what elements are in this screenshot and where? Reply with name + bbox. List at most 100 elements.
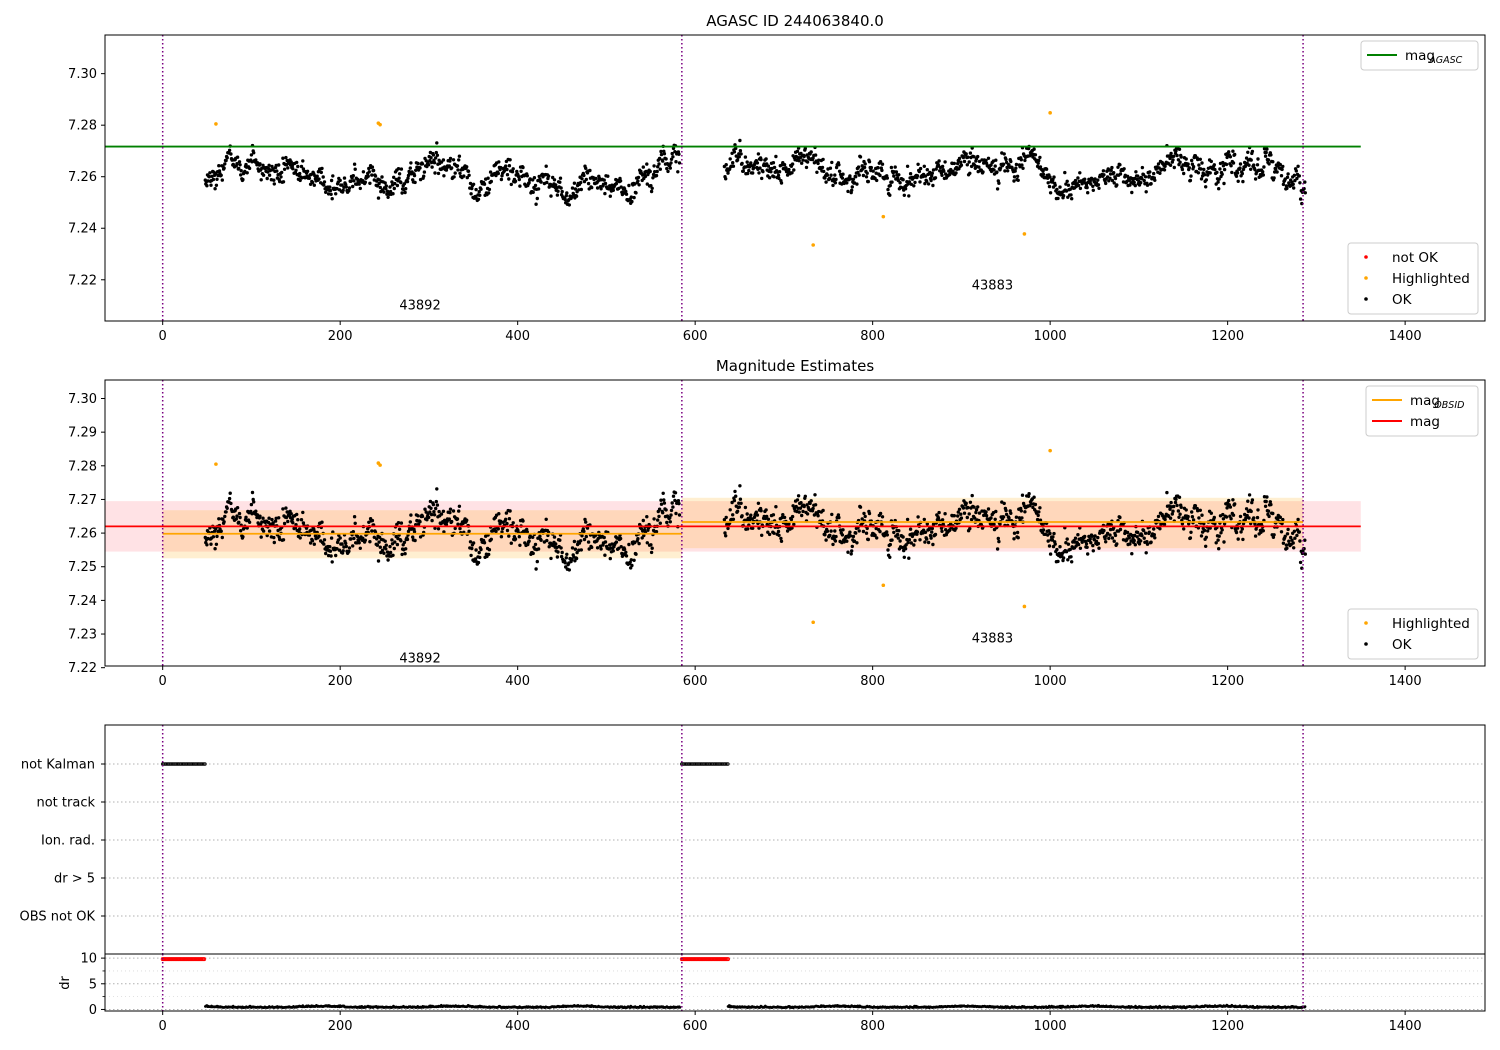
ok-point (1236, 537, 1240, 541)
ok-point (558, 176, 563, 180)
ok-point (573, 547, 578, 551)
ok-point (900, 545, 905, 550)
ok-point (627, 542, 631, 547)
flag-mark (203, 762, 207, 766)
y-tick-label: 7.28 (68, 459, 97, 474)
ok-point (738, 484, 742, 488)
ok-point (851, 177, 856, 181)
ok-point (796, 506, 800, 510)
ok-point (448, 159, 452, 163)
ok-point (295, 512, 299, 517)
ok-point (1196, 509, 1200, 513)
ok-point (669, 508, 674, 513)
ok-point (298, 536, 302, 540)
ok-point (796, 156, 800, 160)
ok-point (1263, 154, 1268, 158)
ok-point (371, 168, 376, 173)
ok-point (580, 177, 584, 181)
ok-point (274, 163, 278, 168)
ok-point (923, 540, 927, 544)
ok-point (1027, 492, 1031, 496)
ok-point (878, 529, 882, 534)
ok-point (1228, 155, 1233, 159)
ok-point (724, 515, 728, 520)
ok-point (969, 517, 974, 522)
ok-point (1298, 197, 1303, 201)
ok-point (577, 188, 581, 192)
ok-point (995, 547, 1000, 551)
ok-point (563, 561, 567, 565)
flag-mark (189, 762, 194, 766)
ok-point (934, 167, 938, 171)
ok-point (384, 543, 388, 547)
ok-point (802, 504, 806, 509)
ok-point (567, 568, 571, 572)
ok-point (1224, 515, 1229, 519)
ok-point (252, 500, 256, 504)
ok-point (925, 168, 929, 172)
ok-point (1298, 181, 1302, 185)
ok-point (671, 505, 675, 509)
ok-point (974, 508, 979, 512)
ok-point (824, 180, 828, 184)
ok-point (790, 514, 795, 519)
ok-point (1204, 178, 1209, 182)
ok-point (777, 176, 781, 181)
ok-point (452, 175, 456, 179)
ok-point (1019, 158, 1023, 162)
ok-point (656, 518, 660, 522)
ok-point (664, 157, 668, 161)
ok-point (234, 517, 238, 521)
ok-point (876, 166, 880, 170)
ok-point (326, 192, 331, 196)
ok-point (757, 171, 761, 175)
ok-point (746, 527, 750, 531)
ok-point (361, 536, 365, 540)
ok-point (527, 181, 531, 185)
ok-point (380, 175, 384, 179)
ok-point (850, 185, 854, 189)
ok-point (1291, 182, 1295, 186)
ok-point (1238, 514, 1243, 519)
legend-label: OK (1392, 292, 1413, 308)
ok-point (329, 178, 334, 183)
ok-point (1112, 171, 1116, 175)
ok-point (579, 539, 583, 543)
ok-point (655, 169, 659, 174)
ok-point (1052, 175, 1056, 179)
obsid-label: 43883 (972, 279, 1013, 294)
ok-point (1177, 147, 1182, 151)
ok-point (416, 514, 420, 518)
ok-point (790, 162, 795, 166)
ok-point (451, 509, 456, 513)
ok-point (1073, 178, 1078, 183)
ok-point (995, 187, 1000, 191)
ok-point (1231, 149, 1235, 153)
ok-point (406, 176, 410, 180)
ok-point (1240, 527, 1245, 531)
ok-point (1048, 552, 1053, 556)
ok-point (477, 190, 481, 194)
ok-point (1269, 153, 1273, 157)
ok-point (759, 157, 763, 162)
ok-point (930, 174, 934, 178)
ok-point (1199, 177, 1204, 181)
ok-point (384, 187, 388, 191)
ok-point (509, 182, 513, 187)
ok-point (1084, 183, 1089, 187)
ok-point (888, 555, 892, 559)
ok-point (790, 171, 794, 175)
ok-point (400, 552, 404, 557)
ok-point (764, 508, 768, 512)
ok-point (733, 143, 737, 147)
flag-mark (725, 762, 730, 766)
ok-point (1200, 513, 1204, 517)
ok-point (659, 152, 664, 157)
ok-point (850, 188, 854, 192)
ok-point (1274, 167, 1278, 171)
ok-point (1108, 172, 1113, 176)
ok-point (546, 174, 551, 178)
ok-point (559, 186, 563, 190)
